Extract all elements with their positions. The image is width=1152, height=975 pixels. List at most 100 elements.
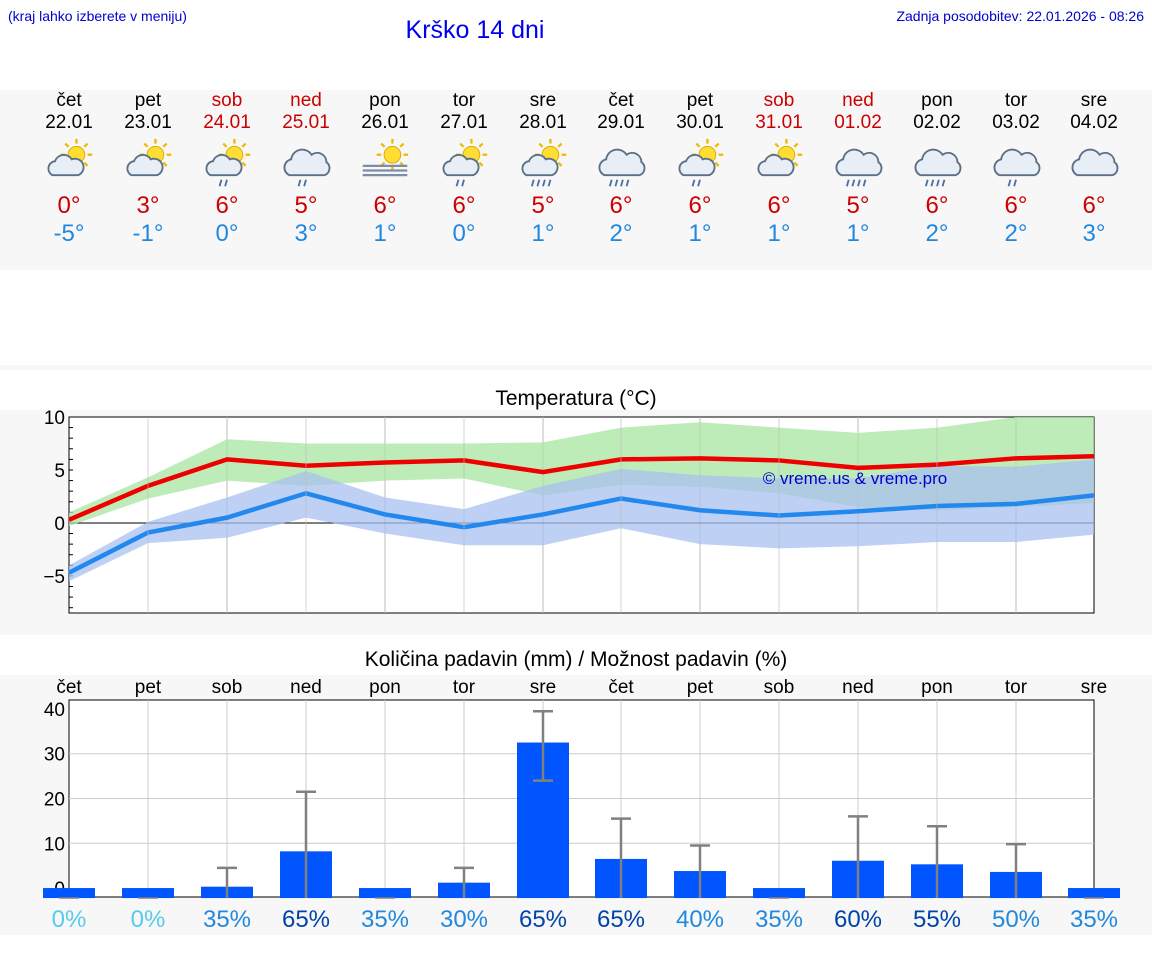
day-date: 30.01 (676, 112, 724, 133)
sun-cloud-rain-icon (205, 138, 251, 187)
temp-max: 5° (294, 192, 318, 219)
forecast-day: pet 23.01 3° -1° (109, 90, 187, 248)
y-tick-label: 10 (44, 408, 65, 429)
cloud-rain-icon (993, 148, 1041, 187)
day-date: 25.01 (282, 112, 330, 133)
sun-cloud-rain-icon (442, 138, 488, 187)
temp-min: 1° (373, 220, 397, 247)
day-date: 02.02 (913, 112, 961, 133)
watermark: © vreme.us & vreme.pro (763, 469, 947, 488)
temp-max: 6° (688, 192, 712, 219)
day-name: čet (608, 90, 634, 111)
x-tick-label: tor (453, 677, 476, 698)
forecast-day: sre 04.02 6° 3° (1055, 90, 1133, 248)
day-name: sre (1080, 90, 1108, 111)
probability-label: 35% (755, 906, 803, 933)
cloud-heavy-rain-icon (598, 148, 646, 187)
temp-max: 6° (609, 192, 633, 219)
forecast-day: tor 03.02 6° 2° (977, 90, 1055, 248)
probability-label: 0% (131, 906, 166, 933)
forecast-day: pon 26.01 6° 1° (346, 90, 424, 248)
temp-min: 1° (531, 220, 555, 247)
forecast-strip: čet 22.01 0° -5° pet 23.01 3° -1° sob 24.01 6° 0° ne… (30, 90, 1122, 270)
temp-min: 1° (767, 220, 791, 247)
probability-label: 40% (676, 906, 724, 933)
y-tick-label: −5 (43, 567, 65, 588)
day-name: sob (763, 90, 795, 111)
day-name: tor (452, 90, 476, 111)
x-tick-label: pon (921, 677, 953, 698)
x-tick-label: ned (842, 677, 874, 698)
precip-bar (122, 888, 174, 899)
temp-max: 6° (373, 192, 397, 219)
temp-min: 0° (215, 220, 239, 247)
menu-hint: (kraj lahko izberete v meniju) (8, 8, 187, 24)
x-tick-label: sob (212, 677, 243, 698)
precip-bar (359, 888, 411, 899)
cloud-heavy-rain-icon (835, 148, 883, 187)
temp-max: 5° (531, 192, 555, 219)
forecast-day: čet 22.01 0° -5° (30, 90, 108, 248)
day-date: 31.01 (755, 112, 803, 133)
day-name: pon (921, 90, 953, 111)
y-tick-label: 10 (44, 834, 65, 855)
forecast-day: sob 24.01 6° 0° (188, 90, 266, 248)
temp-min: 3° (294, 220, 318, 247)
y-tick-label: 5 (54, 461, 65, 482)
forecast-day: tor 27.01 6° 0° (425, 90, 503, 248)
temp-min: 2° (925, 220, 949, 247)
temp-chart-title: Temperatura (°C) (495, 387, 657, 410)
cloudy-icon (1071, 148, 1119, 177)
x-tick-label: sre (1081, 677, 1107, 698)
day-date: 04.02 (1070, 112, 1118, 133)
probability-label: 50% (992, 906, 1040, 933)
temp-min: 0° (452, 220, 476, 247)
y-tick-label: 20 (44, 790, 65, 811)
y-tick-label: 30 (44, 745, 65, 766)
x-tick-label: čet (56, 677, 82, 698)
divider (0, 365, 1152, 370)
forecast-day: ned 01.02 5° 1° (819, 90, 897, 248)
probability-label: 65% (282, 906, 330, 933)
probability-label: 35% (203, 906, 251, 933)
temp-min: -1° (132, 220, 164, 247)
x-tick-label: pon (369, 677, 401, 698)
x-tick-label: sob (764, 677, 795, 698)
x-tick-label: čet (608, 677, 634, 698)
day-date: 28.01 (519, 112, 567, 133)
probability-label: 60% (834, 906, 882, 933)
x-tick-label: tor (1005, 677, 1028, 698)
temp-max: 3° (136, 192, 160, 219)
day-date: 29.01 (597, 112, 645, 133)
temp-max: 6° (1004, 192, 1028, 219)
temp-min: 1° (846, 220, 870, 247)
probability-label: 55% (913, 906, 961, 933)
day-name: sre (529, 90, 557, 111)
x-tick-label: sre (530, 677, 556, 698)
probability-label: 65% (597, 906, 645, 933)
partly-cloudy-icon (126, 138, 172, 177)
cloud-rain-icon (283, 148, 331, 187)
sun-cloud-heavy-rain-icon (521, 138, 567, 187)
probability-label: 30% (440, 906, 488, 933)
day-name: pon (369, 90, 401, 111)
day-name: pet (134, 90, 162, 111)
day-name: sob (211, 90, 243, 111)
x-tick-label: pet (135, 677, 162, 698)
temp-max: 6° (1082, 192, 1106, 219)
forecast-day: sob 31.01 6° 1° (740, 90, 818, 248)
partly-cloudy-icon (757, 138, 803, 177)
max-line (68, 453, 1095, 522)
partly-cloudy-icon (47, 138, 93, 177)
day-date: 22.01 (45, 112, 93, 133)
last-update: Zadnja posodobitev: 22.01.2026 - 08:26 (896, 8, 1144, 24)
temp-max: 6° (925, 192, 949, 219)
temp-min: -5° (53, 220, 85, 247)
cloud-heavy-rain-icon (914, 148, 962, 187)
day-name: ned (842, 90, 874, 111)
forecast-day: pon 02.02 6° 2° (898, 90, 976, 248)
x-tick-label: ned (290, 677, 322, 698)
forecast-day: sre 28.01 5° 1° (504, 90, 582, 248)
precipitation-chart: 403020100četpetsobnedpontorsrečetpetsobn… (43, 677, 1120, 933)
temp-max: 6° (767, 192, 791, 219)
